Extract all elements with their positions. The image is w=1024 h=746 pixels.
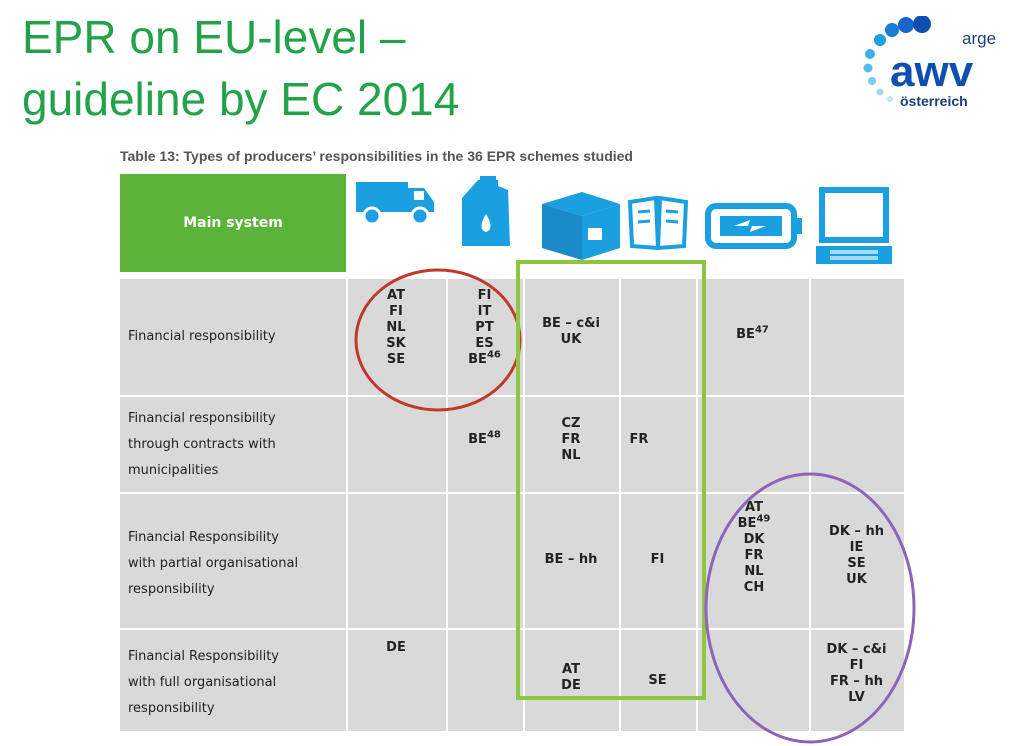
col-divider	[619, 279, 621, 731]
cell-r0-c0: AT FI NL SK SE	[386, 288, 406, 367]
col-divider	[446, 279, 448, 731]
row-label-full: Financial Responsibility with full organ…	[128, 649, 279, 716]
cell-r2-c3: FI	[650, 552, 665, 567]
logo-arge-text: arge	[962, 29, 996, 48]
cell-r0-c4: BE47	[736, 324, 769, 342]
oil-canister-icon	[458, 176, 514, 252]
vehicle-icon	[354, 176, 438, 230]
title-line-2: guideline by EC 2014	[22, 73, 460, 125]
slide-title: EPR on EU-level – guideline by EC 2014	[22, 6, 459, 130]
cell-r3-c5: DK – c&i FI FR – hh LV	[826, 642, 887, 705]
logo-osterreich-text: österreich	[900, 93, 968, 109]
cell-r0-c2: BE – c&i UK	[542, 316, 600, 347]
cell-r3-c0: DE	[386, 640, 406, 655]
paper-icon	[627, 195, 690, 254]
cell-r1-c3: FR	[629, 432, 649, 447]
table-caption: Table 13: Types of producers’ responsibi…	[120, 148, 633, 164]
packaging-box-icon	[534, 188, 626, 266]
row-label-partial: Financial Responsibility with partial or…	[128, 530, 299, 597]
laptop-icon	[814, 186, 894, 272]
row-label-contracts: Financial responsibility through contrac…	[128, 411, 276, 478]
logo-awv-text: awv	[890, 47, 974, 96]
row-label-financial: Financial responsibility	[128, 329, 276, 344]
cell-r1-c2: CZ FR NL	[561, 416, 581, 463]
col-divider	[696, 279, 698, 731]
col-divider	[346, 279, 348, 731]
cell-r2-c2: BE – hh	[544, 552, 598, 567]
cell-r3-c3: SE	[648, 673, 667, 688]
title-line-1: EPR on EU-level –	[22, 11, 406, 63]
cell-r0-c1: FI IT PT ES BE46	[468, 288, 501, 367]
battery-icon	[704, 200, 804, 256]
row-divider	[120, 492, 904, 494]
cell-r3-c2: AT DE	[561, 662, 581, 693]
arge-awv-logo: arge awv österreich	[858, 15, 998, 112]
cell-r2-c5: DK – hh IE SE UK	[829, 524, 884, 587]
row-divider	[120, 395, 904, 397]
cell-r1-c1: BE48	[468, 429, 501, 447]
row-divider	[120, 628, 904, 630]
cell-r2-c4: AT BE49 DK FR NL CH	[737, 500, 771, 595]
main-system-header: Main system	[120, 174, 346, 272]
